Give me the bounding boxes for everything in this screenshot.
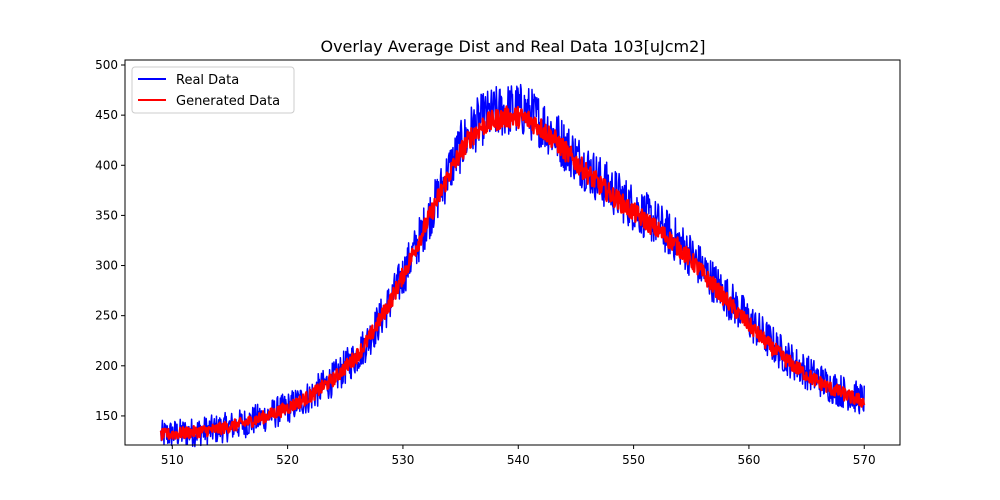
legend-label: Generated Data [176, 94, 280, 109]
axes-frame [124, 59, 901, 446]
y-tick-label: 350 [95, 208, 118, 222]
x-tick-label: 540 [507, 453, 530, 467]
x-tick-label: 570 [853, 453, 876, 467]
y-tick-label: 500 [95, 58, 118, 72]
y-tick-label: 400 [95, 158, 118, 172]
legend-label: Real Data [176, 73, 239, 88]
y-tick-label: 450 [95, 108, 118, 122]
legend-box [131, 66, 295, 114]
y-tick-label: 250 [95, 309, 118, 323]
y-tick-label: 300 [95, 259, 118, 273]
chart-title: Overlay Average Dist and Real Data 103[u… [320, 37, 705, 56]
x-tick-label: 520 [276, 453, 299, 467]
legend: Real Data Generated Data [131, 66, 295, 114]
series-line-real-data [160, 83, 865, 448]
y-tick-label: 200 [95, 359, 118, 373]
x-tick-label: 550 [622, 453, 645, 467]
x-tick-label: 530 [391, 453, 414, 467]
x-tick-label: 560 [737, 453, 760, 467]
axes: 510 520 530 540 550 560 570 150 200 250 300 350 400 4… [95, 58, 901, 467]
y-tick-label: 150 [95, 409, 118, 423]
series-line-generated-data [159, 105, 866, 441]
plot-area [159, 83, 866, 448]
x-tick-label: 510 [161, 453, 184, 467]
